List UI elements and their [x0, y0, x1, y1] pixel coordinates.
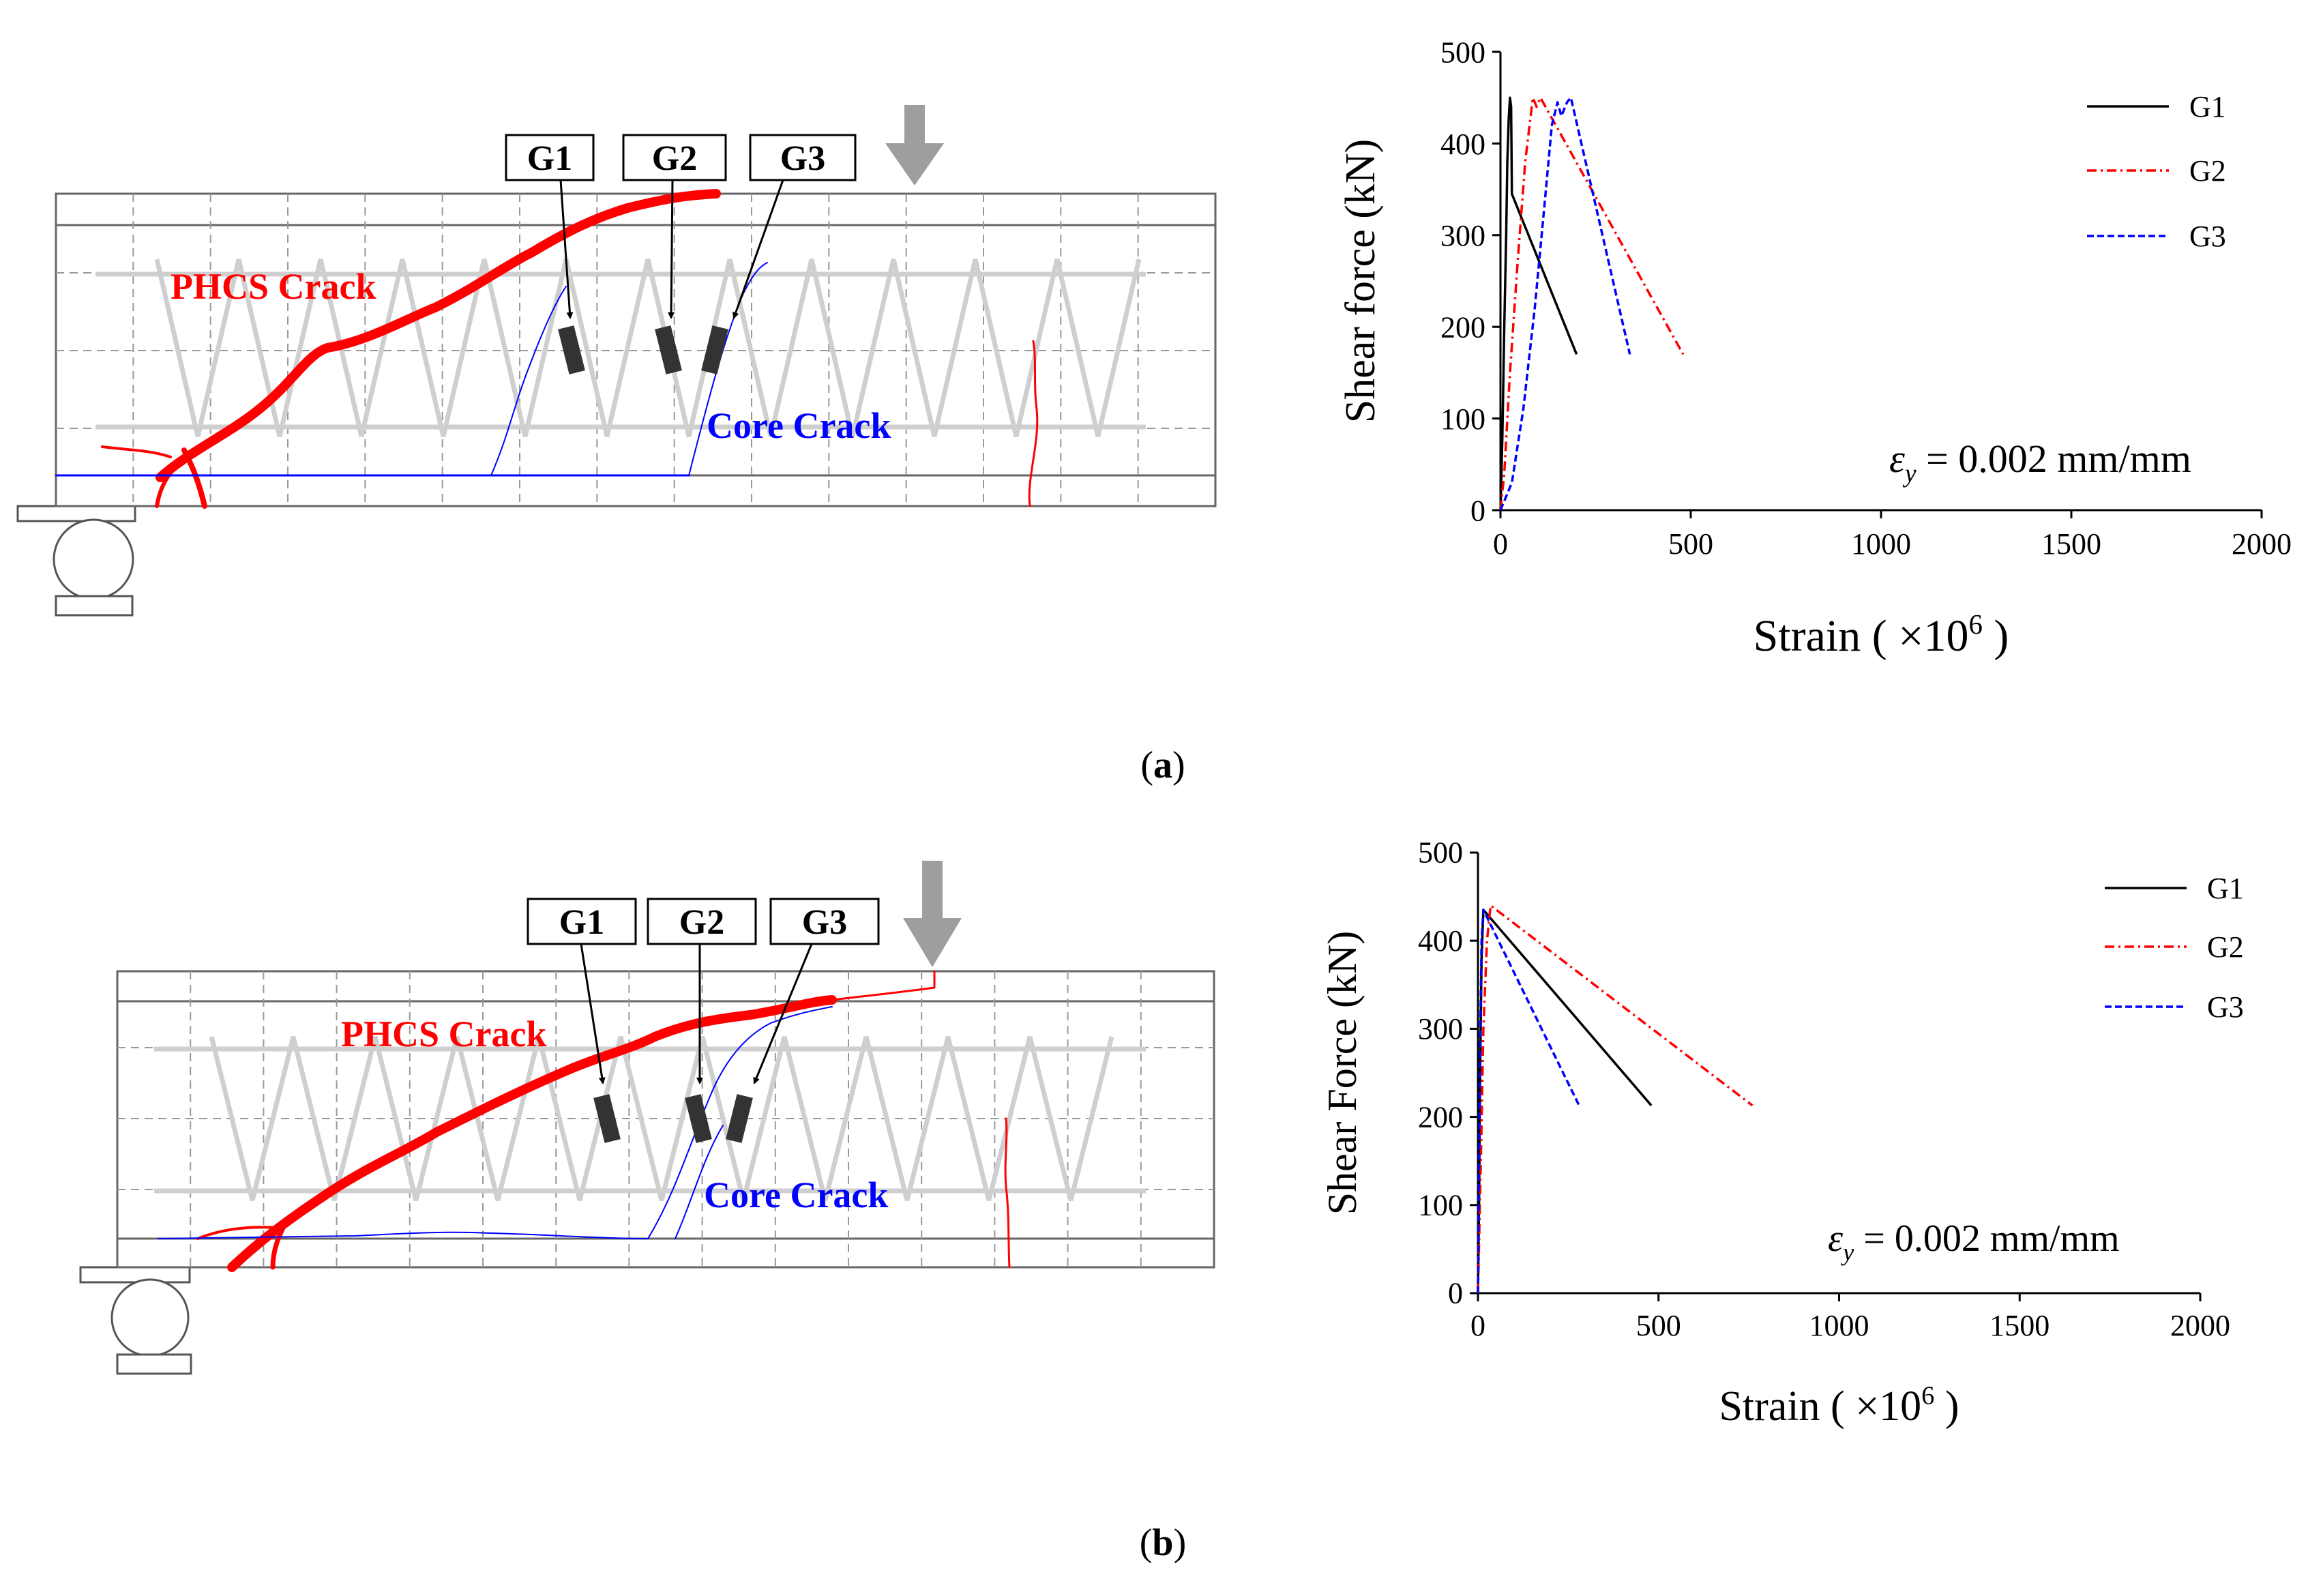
legend-label-g3: G3: [2189, 220, 2226, 253]
y-tick-label: 100: [1440, 402, 1485, 436]
legend-label-g2: G2: [2189, 154, 2226, 188]
x-tick-label: 2000: [2170, 1309, 2230, 1342]
core-crack-b: [158, 1006, 833, 1239]
x-axis-title-main: Strain (: [1719, 1383, 1855, 1430]
panel-label-a: (a): [1140, 744, 1185, 786]
gauge-g3-a: G3: [701, 134, 857, 374]
x-axis-title-main: Strain (: [1754, 611, 1899, 661]
y-axis-title: Shear force (kN): [1337, 139, 1384, 424]
gauge-g2-a: G2: [622, 134, 727, 374]
y-tick-label: 500: [1418, 836, 1463, 870]
legend-label-g3: G3: [2207, 990, 2244, 1024]
gauge-g1-a: G1: [505, 134, 595, 374]
series-line-g3: [1499, 96, 1631, 511]
load-arrow-a: [885, 105, 944, 186]
annotation-value: = 0.002 mm/mm: [1917, 437, 2191, 481]
y-tick-label: 500: [1440, 35, 1485, 69]
y-tick-label: 200: [1440, 311, 1485, 344]
panel-label-letter-b: b: [1152, 1522, 1173, 1564]
gauges-b: G1 G2 G3: [527, 898, 880, 1143]
x-axis-title-times: ×10: [1898, 611, 1968, 661]
phcs-crack-label-b: PHCS Crack: [341, 1014, 546, 1054]
chart-b: 0 100 200 300 400 500 0 500 1000 1500 2000 Shear Fo…: [1320, 836, 2244, 1430]
y-tick-label: 300: [1418, 1012, 1463, 1046]
beam-diagram-a: G1 G2 G3 PHCS Crack Core Crack: [16, 105, 1217, 617]
series-line-g2: [1477, 904, 1754, 1294]
x-axis-title-close: ): [1983, 611, 2009, 661]
gauge-g3-b: G3: [726, 898, 880, 1143]
legend-label-g1: G1: [2207, 872, 2244, 905]
annotation-symbol: ε: [1889, 437, 1905, 481]
x-tick-label: 0: [1493, 527, 1508, 561]
x-tick-label: 0: [1470, 1309, 1485, 1342]
core-crack-label-a: Core Crack: [707, 405, 891, 446]
gauge-label-g1-b: G1: [559, 903, 604, 942]
truss-b: [154, 1036, 1146, 1201]
phcs-crack-b: [196, 970, 1011, 1272]
series-line-g1: [1499, 96, 1578, 511]
gauge-g2-b: G2: [647, 898, 757, 1143]
x-tick-label: 1000: [1809, 1309, 1869, 1342]
y-tick-label: 400: [1440, 128, 1485, 161]
y-tick-label: 400: [1418, 924, 1463, 958]
gauge-label-g1-a: G1: [527, 139, 572, 178]
yield-strain-annotation: εy = 0.002 mm/mm: [1889, 437, 2191, 488]
x-tick-label: 500: [1668, 527, 1713, 561]
series-line-g3: [1477, 908, 1580, 1294]
panel-label-letter-a: a: [1153, 744, 1172, 786]
core-crack-a: [55, 262, 768, 477]
core-crack-label-b: Core Crack: [704, 1174, 888, 1215]
y-tick-label: 0: [1448, 1277, 1463, 1310]
annotation-subscript: y: [1902, 460, 1917, 488]
yield-strain-annotation: εy = 0.002 mm/mm: [1828, 1217, 2120, 1266]
panel-label-b: (b): [1140, 1522, 1186, 1564]
x-axis-title-sup: 6: [1921, 1381, 1934, 1410]
y-tick-label: 100: [1418, 1189, 1463, 1222]
gauge-label-g2-b: G2: [679, 903, 724, 942]
x-axis-title-sup: 6: [1968, 609, 1982, 640]
gauge-label-g3-b: G3: [802, 903, 847, 942]
gauge-label-g3-a: G3: [780, 139, 825, 178]
gauges-a: G1 G2 G3: [505, 134, 857, 374]
x-tick-label: 1000: [1851, 527, 1911, 561]
gauge-g1-b: G1: [527, 898, 637, 1143]
y-tick-label: 200: [1418, 1100, 1463, 1134]
chart-a: 0 100 200 300 400 500 0 500 1000 1500 2000 Shear fo…: [1337, 35, 2292, 661]
annotation-value: = 0.002 mm/mm: [1854, 1217, 2119, 1260]
y-tick-label: 300: [1440, 219, 1485, 252]
beam-diagram-b: G1 G2 G3 PHCS Crack Core Crack: [79, 861, 1215, 1375]
annotation-symbol: ε: [1828, 1217, 1844, 1260]
support-b: [79, 1266, 192, 1375]
x-axis-title-close: ): [1934, 1383, 1959, 1430]
truss-a: [95, 258, 1146, 437]
x-tick-label: 1500: [2041, 527, 2101, 561]
x-axis-title-times: ×10: [1855, 1383, 1921, 1430]
x-tick-label: 500: [1636, 1309, 1681, 1342]
phcs-crack-label-a: PHCS Crack: [171, 266, 376, 307]
annotation-subscript: y: [1840, 1239, 1854, 1266]
x-tick-label: 1500: [1989, 1309, 2050, 1342]
series-line-g1: [1477, 908, 1653, 1294]
grid-a: [56, 194, 1215, 506]
gauge-label-g2-a: G2: [652, 139, 697, 178]
legend-label-g1: G1: [2189, 90, 2226, 123]
x-tick-label: 2000: [2232, 527, 2292, 561]
series-line-g2: [1499, 96, 1685, 511]
support-a: [16, 505, 136, 617]
x-axis-title: Strain ( ×106 ): [1754, 609, 2009, 661]
phcs-crack-a: [101, 189, 1039, 509]
load-arrow-b: [903, 861, 962, 967]
y-tick-label: 0: [1470, 494, 1485, 527]
legend-label-g2: G2: [2207, 930, 2244, 964]
x-axis-title: Strain ( ×106 ): [1719, 1381, 1959, 1430]
y-axis-title: Shear Force (kN): [1320, 931, 1365, 1215]
